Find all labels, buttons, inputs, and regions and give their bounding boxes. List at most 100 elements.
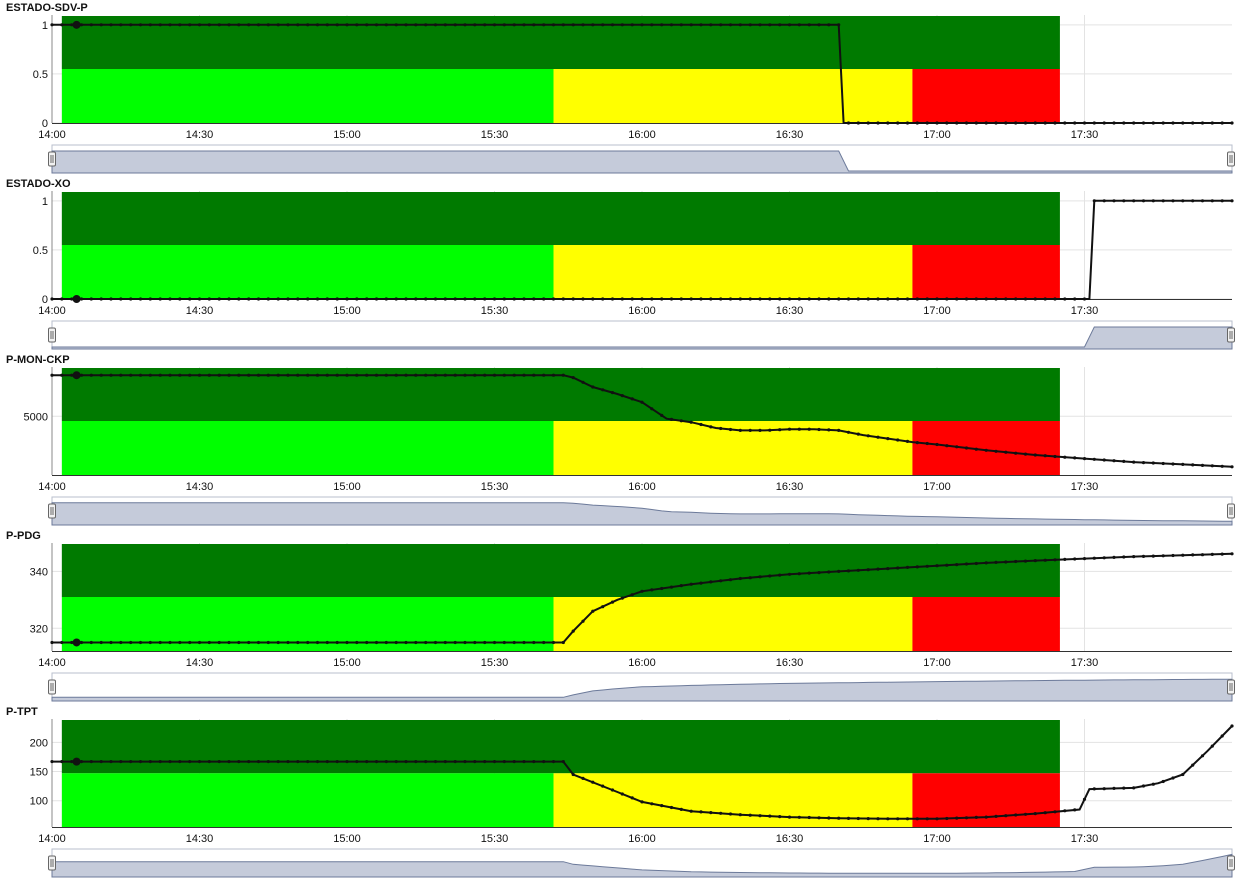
data-point	[70, 760, 74, 764]
data-point	[227, 23, 231, 27]
x-tick-label: 17:00	[923, 833, 951, 845]
data-point	[335, 760, 339, 764]
y-tick-label: 0.5	[33, 245, 48, 257]
data-point	[237, 373, 241, 377]
data-point	[1112, 786, 1116, 790]
navigator-handle-right[interactable]	[1227, 151, 1235, 167]
data-point	[384, 23, 388, 27]
highlight-marker	[72, 20, 81, 29]
navigator-handle-right[interactable]	[1227, 855, 1235, 871]
data-point	[473, 23, 477, 27]
data-point	[1122, 555, 1126, 559]
data-point	[1043, 454, 1047, 458]
data-point	[1200, 553, 1205, 557]
data-point	[876, 567, 880, 571]
data-point	[640, 23, 644, 27]
data-point	[512, 760, 516, 764]
data-point	[217, 23, 221, 27]
data-point	[974, 121, 978, 125]
y-tick-label: 1	[42, 20, 48, 32]
data-point	[158, 373, 162, 377]
navigator-handle-right[interactable]	[1227, 327, 1235, 343]
data-point	[807, 571, 811, 575]
x-tick-label: 16:30	[776, 481, 804, 493]
data-point	[276, 297, 280, 301]
data-point	[207, 23, 211, 27]
data-point	[601, 297, 605, 301]
data-point	[148, 373, 152, 377]
data-point	[237, 297, 241, 301]
navigator-handle-left[interactable]	[48, 855, 56, 871]
status-band-red	[912, 421, 1060, 475]
chart-panel: 14:00 14:30 15:00 15:30 16:00 16:30 17:00 17:30…	[0, 704, 1236, 880]
data-point	[1033, 453, 1037, 457]
data-point	[1220, 552, 1224, 556]
data-point	[374, 640, 379, 645]
data-point	[168, 23, 172, 27]
data-point	[325, 297, 329, 301]
x-tick-label: 15:00	[333, 833, 361, 845]
data-point	[571, 772, 575, 777]
data-point	[79, 297, 84, 301]
data-point	[837, 428, 841, 432]
handle-grip	[1227, 855, 1235, 871]
data-point	[610, 788, 615, 792]
data-point	[404, 760, 408, 764]
data-point	[709, 425, 713, 429]
data-point	[325, 23, 329, 27]
data-point	[837, 23, 841, 27]
data-point	[650, 588, 654, 592]
data-point	[374, 297, 379, 301]
data-point	[512, 297, 516, 301]
x-tick-label: 14:30	[186, 833, 214, 845]
x-tick-label: 17:00	[923, 657, 951, 669]
data-point	[335, 373, 339, 377]
data-point	[1102, 458, 1106, 462]
chart-title: P-PDG	[6, 530, 41, 542]
data-point	[601, 605, 605, 609]
status-band-upper	[61, 192, 1060, 245]
data-point	[738, 297, 742, 301]
navigator-handle-left[interactable]	[48, 503, 56, 519]
data-point	[905, 439, 910, 443]
data-point	[473, 373, 477, 377]
data-point	[227, 373, 231, 377]
data-point	[433, 760, 438, 764]
data-point	[925, 297, 929, 301]
data-point	[1220, 464, 1224, 468]
data-point	[502, 640, 506, 645]
navigator-handle-left[interactable]	[48, 327, 56, 343]
data-point	[758, 814, 762, 818]
data-point	[856, 432, 860, 436]
data-point	[896, 566, 900, 570]
navigator-handle-right[interactable]	[1227, 503, 1235, 519]
data-point	[158, 760, 162, 764]
data-point	[158, 297, 162, 301]
navigator-handle-right[interactable]	[1227, 679, 1235, 695]
data-point	[365, 373, 369, 377]
data-point	[522, 23, 526, 27]
data-point	[1102, 121, 1106, 125]
data-point	[276, 23, 280, 27]
data-point	[610, 23, 615, 27]
data-point	[1230, 199, 1234, 203]
data-point	[1112, 199, 1116, 203]
data-point	[325, 373, 329, 377]
data-point	[787, 297, 792, 301]
data-point	[394, 640, 398, 645]
data-point	[1132, 199, 1136, 203]
x-tick-label: 15:30	[481, 833, 509, 845]
data-point	[1161, 554, 1165, 558]
data-point	[886, 297, 890, 301]
data-point	[807, 815, 811, 820]
data-point	[876, 297, 880, 301]
navigator-handle-left[interactable]	[48, 151, 56, 167]
data-point	[276, 373, 280, 377]
data-point	[1023, 559, 1028, 563]
navigator-handle-left[interactable]	[48, 679, 56, 695]
data-point	[188, 760, 192, 764]
data-point	[1004, 297, 1008, 301]
data-point	[325, 760, 329, 764]
data-point	[748, 428, 752, 432]
data-point	[492, 297, 497, 301]
